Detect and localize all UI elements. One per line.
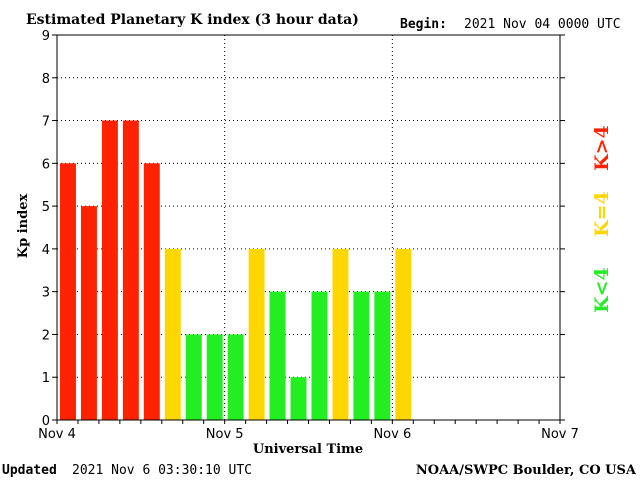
y-tick-label: 2 xyxy=(42,328,50,343)
y-tick-label: 8 xyxy=(42,72,50,87)
kp-bar xyxy=(374,291,391,420)
legend-k-equal-4: K=4 xyxy=(591,191,613,237)
x-tick-label: Nov 4 xyxy=(38,427,76,442)
y-tick-label: 1 xyxy=(42,371,50,386)
y-tick-label: 5 xyxy=(42,200,50,215)
kp-bar xyxy=(101,120,118,421)
kp-bar xyxy=(353,291,370,420)
x-tick-label: Nov 5 xyxy=(206,427,244,442)
credit-text: NOAA/SWPC Boulder, CO USA xyxy=(416,463,637,478)
y-tick-label: 7 xyxy=(42,115,50,130)
begin-label: Begin: xyxy=(400,17,447,32)
chart-title: Estimated Planetary K index (3 hour data… xyxy=(26,12,359,28)
kp-bar xyxy=(332,248,349,420)
bars xyxy=(60,120,412,421)
y-tick-labels: 0 1 2 3 4 5 6 7 8 9 xyxy=(42,29,50,429)
kp-bar xyxy=(60,163,76,421)
begin-value: 2021 Nov 04 0000 UTC xyxy=(464,17,621,32)
kp-bar xyxy=(122,120,139,421)
updated-label: Updated xyxy=(2,463,57,478)
kp-bar xyxy=(143,163,160,421)
y-tick-label: 9 xyxy=(42,29,50,44)
x-tick-labels: Nov 4 Nov 5 Nov 6 Nov 7 xyxy=(38,427,579,442)
kp-bar xyxy=(164,248,181,420)
y-tick-label: 3 xyxy=(42,286,50,301)
plot-frame xyxy=(52,34,565,424)
x-tick-label: Nov 6 xyxy=(373,427,411,442)
kp-bar xyxy=(227,334,244,420)
kp-bar xyxy=(290,377,307,420)
kp-bar xyxy=(269,291,286,420)
x-axis-label: Universal Time xyxy=(253,442,363,457)
plot-border xyxy=(56,34,561,421)
grid xyxy=(57,35,560,420)
legend-k-below-4: K<4 xyxy=(591,267,613,313)
legend-k-above-4: K>4 xyxy=(591,125,613,171)
y-tick-label: 4 xyxy=(42,243,50,258)
kp-bar xyxy=(395,248,412,420)
kp-bar xyxy=(248,248,265,420)
y-tick-label: 0 xyxy=(42,414,50,429)
updated-value: 2021 Nov 6 03:30:10 UTC xyxy=(72,463,252,478)
kp-bar xyxy=(80,206,97,420)
x-tick-label: Nov 7 xyxy=(541,427,579,442)
kp-bar xyxy=(185,334,202,420)
y-tick-label: 6 xyxy=(42,157,50,172)
kp-bar xyxy=(206,334,223,420)
kp-bar xyxy=(311,291,328,420)
y-axis-label: Kp index xyxy=(16,194,31,259)
